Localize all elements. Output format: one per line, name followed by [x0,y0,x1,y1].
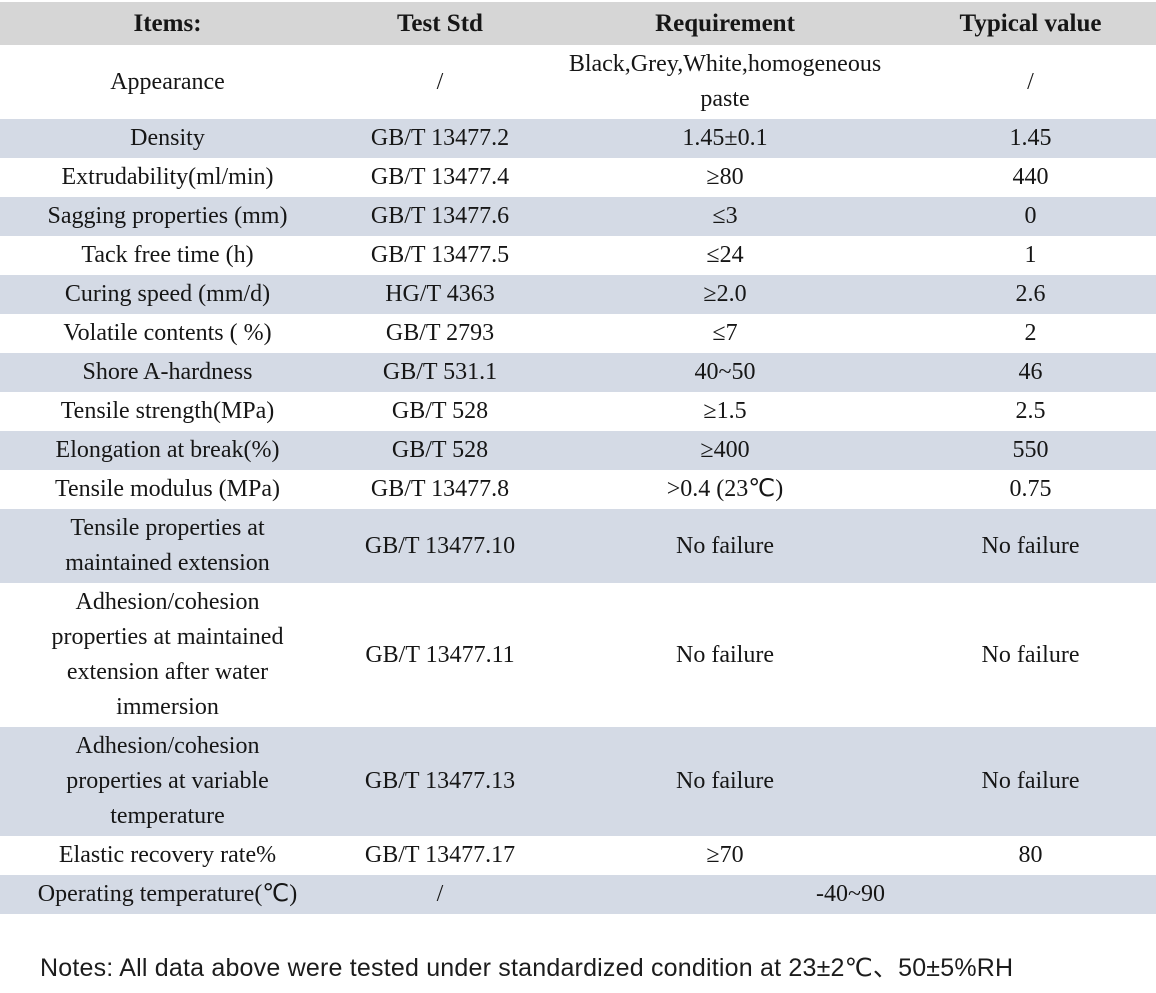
table-row: Operating temperature(℃) / -40~90 [0,875,1156,914]
typical-cell: 0 [905,197,1156,236]
typical-cell: 46 [905,353,1156,392]
item-cell: Density [0,119,335,158]
std-cell: GB/T 13477.17 [364,842,516,868]
notes-text: Notes: All data above were tested under … [40,954,1014,982]
item-cell: Shore A-hardness [0,353,335,392]
req-cell: ≥80 [706,164,744,190]
item-cell: Volatile contents ( %) [63,320,272,346]
item-cell: Adhesion/cohesion properties at maintain… [51,589,284,720]
std-cell: / [335,875,545,914]
header-typical-value: Typical value [905,2,1156,45]
req-cell: 40~50 [545,353,905,392]
req-cell: ≥1.5 [703,398,747,424]
typical-cell: 2.5 [1015,398,1046,424]
std-cell: GB/T 2793 [385,320,495,346]
req-cell: No failure [545,509,905,583]
std-cell: GB/T 13477.8 [370,476,510,502]
item-cell: Operating temperature(℃) [0,875,335,914]
header-items: Items: [0,2,335,45]
item-cell: Elastic recovery rate% [58,842,277,868]
typical-cell: 2 [1024,320,1037,346]
header-row: Items: Test Std Requirement Typical valu… [0,2,1156,45]
table-row: Density GB/T 13477.2 1.45±0.1 1.45 [0,119,1156,158]
req-cell: ≤24 [706,242,744,268]
table-row: Shore A-hardness GB/T 531.1 40~50 46 [0,353,1156,392]
req-cell: ≥2.0 [545,275,905,314]
req-cell: ≤3 [545,197,905,236]
std-cell: GB/T 528 [391,398,489,424]
typical-cell: 550 [905,431,1156,470]
table-row: Curing speed (mm/d) HG/T 4363 ≥2.0 2.6 [0,275,1156,314]
req-cell: No failure [545,727,905,836]
table-row: Tensile strength(MPa) GB/T 528 ≥1.5 2.5 [0,392,1156,431]
std-cell: HG/T 4363 [335,275,545,314]
item-cell: Tensile strength(MPa) [60,398,275,424]
item-cell: Tack free time (h) [81,242,254,268]
item-cell: Elongation at break(%) [0,431,335,470]
std-cell: GB/T 13477.10 [335,509,545,583]
table-row: Appearance / Black,Grey,White,homogeneous … [0,45,1156,119]
item-cell: Appearance [110,68,225,95]
typical-cell: 1 [1024,242,1037,268]
req-cell: >0.4 (23℃) [666,476,784,502]
table-row: Elongation at break(%) GB/T 528 ≥400 550 [0,431,1156,470]
table-row: Tack free time (h) GB/T 13477.5 ≤24 1 [0,236,1156,275]
std-cell: GB/T 528 [335,431,545,470]
table-row: Tensile modulus (MPa) GB/T 13477.8 >0.4 (2… [0,470,1156,509]
spec-table: Items: Test Std Requirement Typical valu… [0,2,1156,914]
typical-cell: 440 [1012,164,1049,190]
table-row: Adhesion/cohesion properties at variable… [0,727,1156,836]
typical-cell: No failure [905,509,1156,583]
header-requirement: Requirement [545,2,905,45]
header-test-std: Test Std [335,2,545,45]
req-cell: ≥70 [706,842,744,868]
typical-cell: 80 [1018,842,1043,868]
std-cell: GB/T 13477.4 [370,164,510,190]
req-cell: 1.45±0.1 [545,119,905,158]
typical-cell: No failure [981,641,1080,668]
table-row: Tensile properties at maintained extensi… [0,509,1156,583]
req-cell: ≤7 [712,320,738,346]
std-cell: GB/T 13477.11 [365,641,515,668]
item-cell: Extrudability(ml/min) [61,164,274,190]
item-cell: Curing speed (mm/d) [0,275,335,314]
item-cell: Adhesion/cohesion properties at variable… [0,727,335,836]
typical-cell: 1.45 [905,119,1156,158]
std-cell: / [436,68,444,95]
table-row: Adhesion/cohesion properties at maintain… [0,583,1156,727]
typical-cell: 0.75 [1009,476,1052,502]
typical-cell: / [1027,68,1034,95]
req-cell: Black,Grey,White,homogeneous paste [568,51,882,112]
table-row: Volatile contents ( %) GB/T 2793 ≤7 2 [0,314,1156,353]
std-cell: GB/T 531.1 [335,353,545,392]
std-cell: GB/T 13477.6 [335,197,545,236]
spec-table-body: Appearance / Black,Grey,White,homogeneous … [0,45,1156,914]
req-cell: No failure [676,641,774,668]
item-cell: Tensile properties at maintained extensi… [0,509,335,583]
typical-cell: 2.6 [905,275,1156,314]
typical-cell: No failure [905,727,1156,836]
req-cell: ≥400 [545,431,905,470]
item-cell: Sagging properties (mm) [0,197,335,236]
table-row: Elastic recovery rate% GB/T 13477.17 ≥70 80 [0,836,1156,875]
std-cell: GB/T 13477.2 [335,119,545,158]
table-row: Sagging properties (mm) GB/T 13477.6 ≤3 0 [0,197,1156,236]
req-cell: -40~90 [545,875,1156,914]
table-row: Extrudability(ml/min) GB/T 13477.4 ≥80 440 [0,158,1156,197]
item-cell: Tensile modulus (MPa) [55,476,280,502]
std-cell: GB/T 13477.13 [335,727,545,836]
std-cell: GB/T 13477.5 [370,242,510,268]
